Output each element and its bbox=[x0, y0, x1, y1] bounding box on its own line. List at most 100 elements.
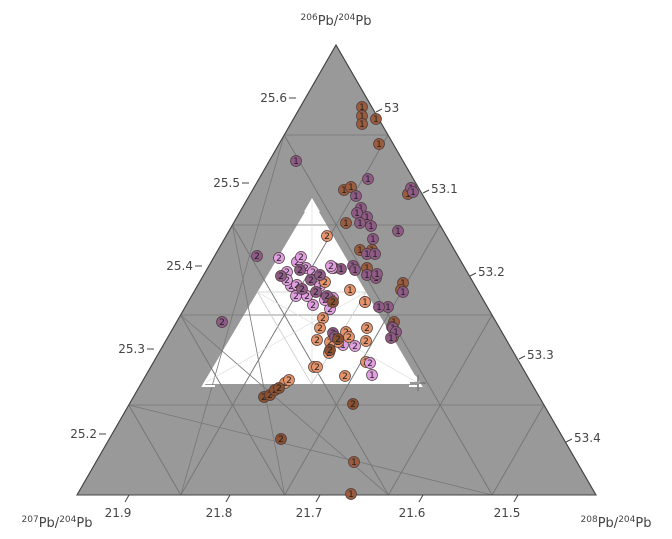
left-tick-mark bbox=[315, 494, 321, 503]
data-point: 1 bbox=[369, 248, 381, 260]
data-point: 1 bbox=[392, 225, 404, 237]
svg-text:2: 2 bbox=[320, 314, 326, 324]
svg-text:1: 1 bbox=[357, 246, 363, 256]
data-point: 1 bbox=[345, 181, 357, 193]
svg-text:1: 1 bbox=[343, 219, 349, 229]
svg-text:1: 1 bbox=[388, 334, 394, 344]
data-point: 1 bbox=[345, 488, 357, 500]
data-point: 1 bbox=[397, 286, 409, 298]
data-point: 2 bbox=[305, 274, 317, 286]
data-point: 1 bbox=[371, 268, 383, 280]
svg-text:1: 1 bbox=[340, 341, 346, 351]
svg-text:2: 2 bbox=[219, 318, 225, 328]
svg-text:2: 2 bbox=[327, 305, 333, 315]
right-tick-label: 53.1 bbox=[431, 182, 458, 196]
left-tick-mark bbox=[124, 494, 130, 503]
left-tick-label: 21.6 bbox=[399, 506, 426, 520]
svg-text:2: 2 bbox=[284, 268, 290, 278]
svg-text:2: 2 bbox=[363, 337, 369, 347]
right-axis-title: 208Pb/204Pb bbox=[581, 515, 652, 531]
data-point: 2 bbox=[294, 264, 306, 276]
grid-line bbox=[232, 224, 285, 496]
svg-text:1: 1 bbox=[347, 286, 353, 296]
svg-text:2: 2 bbox=[324, 232, 330, 242]
svg-text:1: 1 bbox=[393, 328, 399, 338]
data-point: 1 bbox=[385, 332, 397, 344]
data-point: 2 bbox=[325, 260, 337, 272]
left-tick-label: 21.9 bbox=[105, 506, 132, 520]
data-point: 1 bbox=[370, 113, 382, 125]
svg-text:2: 2 bbox=[335, 335, 341, 345]
data-point: 1 bbox=[366, 369, 378, 381]
data-point: 2 bbox=[349, 340, 361, 352]
data-point: 2 bbox=[324, 344, 336, 356]
data-point: 1 bbox=[290, 155, 302, 167]
svg-text:1: 1 bbox=[369, 371, 375, 381]
left-axis-title: 207Pb/204Pb bbox=[22, 515, 93, 531]
move-cursor-icon bbox=[410, 375, 426, 391]
right-tick-mark bbox=[565, 438, 573, 443]
zoom-handle-left[interactable] bbox=[201, 375, 215, 387]
zoom-grid-line bbox=[202, 291, 367, 385]
data-point: 2 bbox=[327, 296, 339, 308]
svg-text:1: 1 bbox=[376, 140, 382, 150]
right-tick-label: 53.2 bbox=[478, 265, 505, 279]
data-point: 2 bbox=[332, 333, 344, 345]
svg-text:2: 2 bbox=[322, 278, 328, 288]
svg-text:1: 1 bbox=[364, 264, 370, 274]
svg-text:2: 2 bbox=[303, 264, 309, 274]
right-tick-mark bbox=[422, 189, 430, 194]
grid-line bbox=[283, 134, 493, 496]
svg-text:1: 1 bbox=[400, 288, 406, 298]
left-axis-ticks: 21.9 21.8 21.7 21.6 21.5 bbox=[105, 494, 521, 520]
grid-line bbox=[128, 404, 493, 496]
right-tick-label: 53 bbox=[384, 101, 399, 115]
left-tick-label: 21.5 bbox=[494, 506, 521, 520]
zoom-handle-right[interactable] bbox=[409, 375, 423, 387]
data-point: 2 bbox=[273, 252, 285, 264]
zoom-handle-top[interactable] bbox=[304, 198, 320, 213]
data-point: 2 bbox=[347, 398, 359, 410]
svg-text:2: 2 bbox=[254, 252, 260, 262]
svg-text:1: 1 bbox=[341, 186, 347, 196]
zoom-handles[interactable] bbox=[201, 198, 426, 391]
svg-text:1: 1 bbox=[364, 250, 370, 260]
data-point: 1 bbox=[359, 296, 371, 308]
top-tick-label: 25.3 bbox=[118, 342, 145, 356]
data-point: 1 bbox=[344, 284, 356, 296]
data-point: 2 bbox=[314, 322, 326, 334]
svg-text:2: 2 bbox=[261, 393, 267, 403]
right-tick-mark bbox=[469, 272, 477, 277]
data-point: 2 bbox=[296, 283, 308, 295]
svg-text:1: 1 bbox=[365, 175, 371, 185]
data-point: 1 bbox=[356, 118, 368, 130]
right-tick-label: 53.4 bbox=[574, 431, 601, 445]
data-point: 1 bbox=[407, 186, 419, 198]
svg-text:2: 2 bbox=[367, 359, 373, 369]
data-point: 2 bbox=[311, 334, 323, 346]
top-tick-label: 25.2 bbox=[70, 427, 97, 441]
data-point: 2 bbox=[216, 316, 228, 328]
data-point: 1 bbox=[367, 233, 379, 245]
svg-text:1: 1 bbox=[373, 115, 379, 125]
svg-text:1: 1 bbox=[362, 298, 368, 308]
left-tick-label: 21.7 bbox=[296, 506, 323, 520]
svg-text:2: 2 bbox=[286, 376, 292, 386]
svg-text:2: 2 bbox=[364, 324, 370, 334]
svg-text:2: 2 bbox=[276, 254, 282, 264]
svg-text:1: 1 bbox=[354, 209, 360, 219]
data-point: 2 bbox=[275, 433, 287, 445]
data-point: 2 bbox=[364, 357, 376, 369]
svg-text:2: 2 bbox=[276, 384, 282, 394]
svg-text:2: 2 bbox=[350, 400, 356, 410]
svg-text:2: 2 bbox=[278, 272, 284, 282]
svg-text:2: 2 bbox=[304, 292, 310, 302]
svg-text:2: 2 bbox=[293, 292, 299, 302]
svg-text:2: 2 bbox=[317, 271, 323, 281]
left-tick-mark bbox=[513, 494, 519, 503]
data-point: 1 bbox=[362, 173, 374, 185]
data-point: 2 bbox=[321, 230, 333, 242]
svg-text:1: 1 bbox=[368, 222, 374, 232]
data-point: 2 bbox=[343, 331, 355, 343]
svg-text:2: 2 bbox=[330, 298, 336, 308]
